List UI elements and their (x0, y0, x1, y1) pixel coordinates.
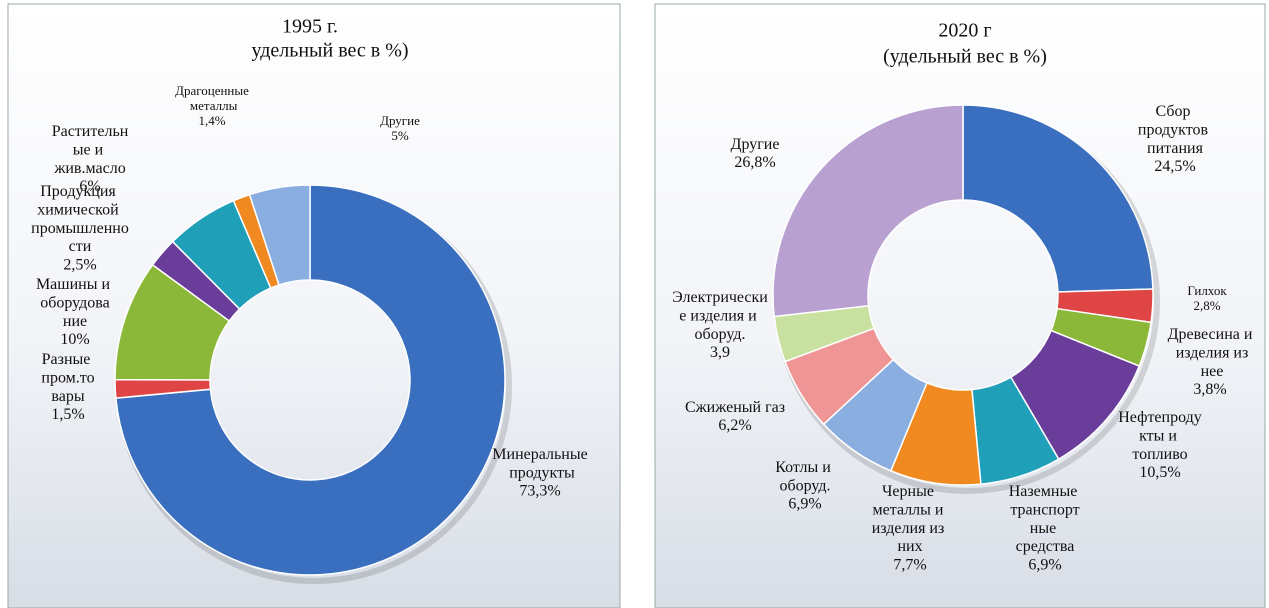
value-label: 6,2% (718, 417, 751, 434)
value-label: 6,9% (788, 495, 821, 512)
value-label: 3,8% (1193, 381, 1226, 398)
value-label: 6% (79, 178, 100, 195)
value-label: 1,4% (198, 113, 225, 128)
slice-label: Драгоценные металлы (175, 83, 249, 113)
slice-label: Котлы и оборуд. (775, 459, 835, 494)
donut-slice (772, 104, 964, 318)
value-label: 2,8% (1193, 298, 1220, 313)
value-label: 26,8% (734, 154, 775, 171)
slice-label: Электрически е изделия и оборуд. (672, 289, 768, 343)
chart-subtitle: (удельный вес в %) (883, 46, 1047, 68)
value-label: 10% (60, 331, 89, 348)
slice-label: Машины и оборудова ние (36, 276, 114, 330)
value-label: 10,5% (1139, 464, 1180, 481)
slice-label: Черные металлы и изделия из них (872, 483, 949, 555)
slice-label: Сбор продуктов питания (1138, 103, 1212, 157)
slice-label: Продукция химической промышленно сти (31, 183, 129, 255)
slice-label: Нефтепроду кты и топливо (1118, 409, 1202, 463)
donut-slice (962, 104, 1154, 293)
panel (654, 3, 1266, 608)
donut-slice (115, 184, 506, 576)
value-label: 6,9% (1028, 556, 1061, 573)
value-label: 5% (391, 128, 409, 143)
chart-subtitle: удельный вес в %) (251, 40, 408, 62)
slice-label: Минеральные продукты (492, 446, 587, 481)
donut-slice (248, 184, 311, 286)
slice-label: Сжиженый газ (685, 399, 785, 416)
value-label: 73,3% (519, 482, 560, 499)
slice-label: Гилхок (1187, 283, 1227, 298)
slice-label: Наземные транспорт ные средства (1009, 483, 1082, 555)
slice-label: Древесина и изделия из нее (1168, 326, 1253, 380)
slice-label: Растительн ые и жив.масло (52, 123, 129, 177)
slice-label: Разные пром.то вары (41, 351, 94, 405)
value-label: 1,5% (51, 406, 84, 423)
value-label: 24,5% (1154, 158, 1195, 175)
chart-title: 2020 г (938, 20, 991, 42)
slice-label: Другие (731, 136, 780, 153)
value-label: 3,9 (710, 344, 730, 361)
slice-label: Другие (380, 113, 420, 128)
value-label: 7,7% (893, 556, 926, 573)
value-label: 2,5% (63, 256, 96, 273)
chart-title: 1995 г. (282, 16, 338, 38)
